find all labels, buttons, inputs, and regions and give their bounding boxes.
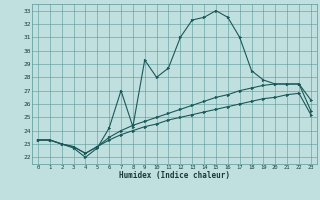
X-axis label: Humidex (Indice chaleur): Humidex (Indice chaleur) [119, 171, 230, 180]
